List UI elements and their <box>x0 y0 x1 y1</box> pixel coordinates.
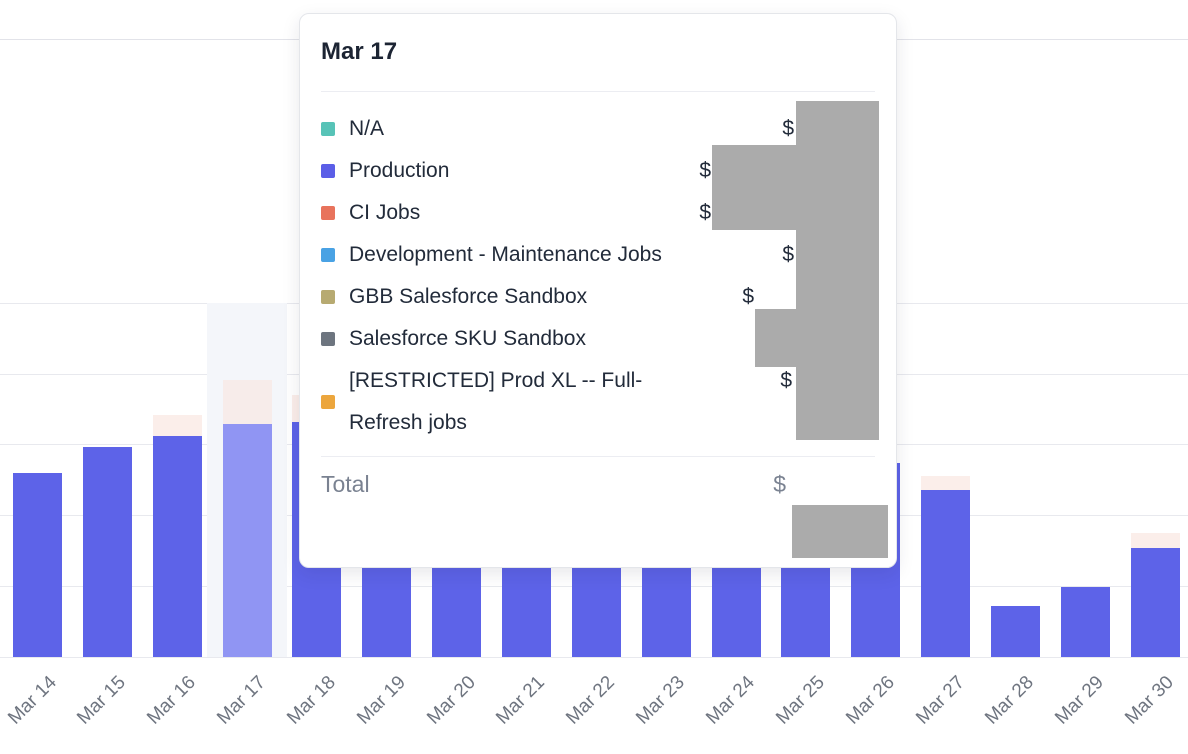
bar[interactable] <box>990 606 1040 657</box>
tooltip-total-label: Total <box>321 471 370 497</box>
bar[interactable] <box>13 473 62 657</box>
bar[interactable] <box>152 415 202 657</box>
tooltip-row-value: $ <box>782 117 794 140</box>
bar-cap-segment <box>1130 533 1180 548</box>
series-color-swatch-icon <box>321 164 335 178</box>
tooltip-row-value: $ <box>782 243 794 266</box>
tooltip-row-label: Salesforce SKU Sandbox <box>349 327 586 350</box>
bar-production-segment <box>13 473 62 657</box>
tooltip-row-label: Production <box>349 159 450 182</box>
tooltip-row: N/A $ <box>321 108 875 150</box>
bar-production-segment <box>1130 548 1180 657</box>
tooltip-row: GBB Salesforce Sandbox $ <box>321 276 875 318</box>
redacted-value-overlay <box>796 101 879 440</box>
tooltip-row-label: N/A <box>349 117 385 140</box>
tooltip-row: [RESTRICTED] Prod XL -- Full-Refresh job… <box>321 360 875 444</box>
bar[interactable] <box>1060 587 1110 657</box>
tooltip-row: CI Jobs $ <box>321 192 875 234</box>
series-color-swatch-icon <box>321 395 335 409</box>
bar-production-segment <box>1060 587 1110 657</box>
tooltip-rows: N/A $ Production $ CI Jobs $ Development - Mai… <box>321 108 875 444</box>
tooltip-total-value: $ <box>773 471 786 497</box>
series-color-swatch-icon <box>321 332 335 346</box>
bar-production-segment <box>82 447 132 657</box>
bar-cap-segment <box>222 380 272 424</box>
tooltip-row-value: $ <box>742 285 754 308</box>
series-color-swatch-icon <box>321 122 335 136</box>
redacted-value-overlay <box>712 145 796 230</box>
series-color-swatch-icon <box>321 248 335 262</box>
tooltip-title: Mar 17 <box>321 38 398 65</box>
tooltip-row-value: $ <box>780 369 792 392</box>
bar[interactable] <box>1130 533 1180 657</box>
tooltip-row-value: $ <box>699 201 711 224</box>
tooltip-row-label: Development - Maintenance Jobs <box>349 243 662 266</box>
tooltip-row: Development - Maintenance Jobs $ <box>321 234 875 276</box>
series-color-swatch-icon <box>321 206 335 220</box>
bar[interactable] <box>921 476 971 657</box>
tooltip-row: Production $ <box>321 150 875 192</box>
tooltip-row-value: $ <box>699 159 711 182</box>
bar-cap-segment <box>921 476 971 490</box>
bar-production-segment <box>152 436 202 657</box>
redacted-value-overlay <box>755 309 796 367</box>
series-color-swatch-icon <box>321 290 335 304</box>
tooltip-total-divider <box>321 456 875 457</box>
bar-production-segment <box>990 606 1040 657</box>
bar-production-segment <box>921 490 971 657</box>
gridline <box>0 656 1188 658</box>
bar[interactable] <box>222 380 272 657</box>
tooltip-row-label: [RESTRICTED] Prod XL -- Full-Refresh job… <box>349 369 643 434</box>
bar[interactable] <box>82 447 132 657</box>
tooltip-row-label: CI Jobs <box>349 201 421 224</box>
redacted-value-overlay <box>792 505 888 558</box>
chart-tooltip: Mar 17 N/A $ Production $ CI Jobs $ Developmen… <box>299 13 897 568</box>
bar-production-segment <box>222 424 272 657</box>
tooltip-row-label: GBB Salesforce Sandbox <box>349 285 588 308</box>
bar-cap-segment <box>152 415 202 436</box>
tooltip-divider <box>321 91 875 92</box>
tooltip-total-row: Total $ <box>321 463 875 505</box>
